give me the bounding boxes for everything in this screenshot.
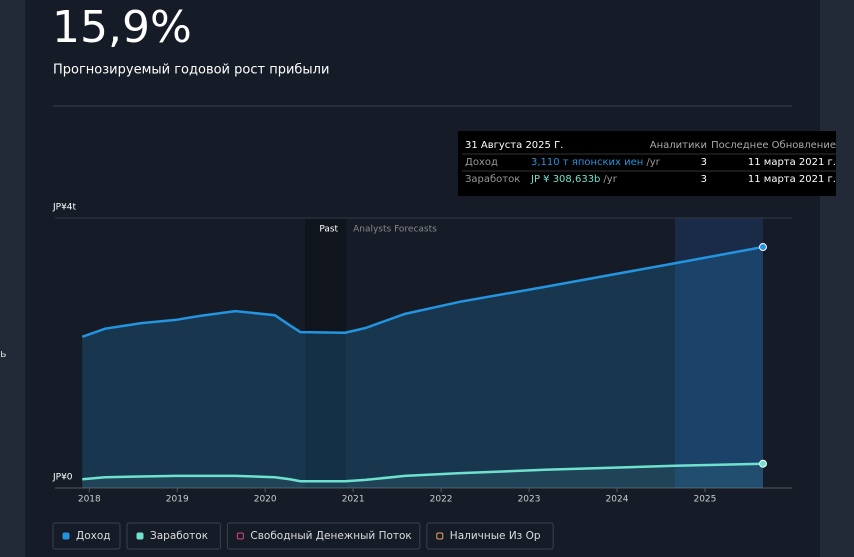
- legend-swatch[interactable]: [436, 532, 444, 540]
- legend-swatch[interactable]: [236, 532, 244, 540]
- tooltip-updated: 11 марта 2021 г.: [748, 174, 836, 185]
- past-label: Past: [319, 225, 338, 235]
- x-tick-label: 2020: [254, 495, 277, 505]
- tooltip-unit: /yr: [603, 174, 617, 185]
- tooltip-name: Доход: [465, 157, 498, 168]
- legend-swatch[interactable]: [136, 532, 144, 540]
- x-tick-label: 2022: [430, 495, 453, 505]
- left-strip: [0, 0, 25, 557]
- tooltip-value-text: 3,110 т японских иен: [531, 157, 643, 168]
- forecast-label: Analysts Forecasts: [353, 225, 437, 235]
- headline-value: 15,9%: [52, 2, 192, 53]
- right-strip: [820, 0, 854, 557]
- x-tick-label: 2024: [606, 495, 629, 505]
- legend-label[interactable]: Заработок: [150, 530, 208, 542]
- subtitle: Прогнозируемый годовой рост прибыли: [53, 63, 329, 78]
- legend-label[interactable]: Наличные Из Ор: [450, 530, 541, 542]
- legend-button[interactable]: [126, 522, 221, 550]
- y-tick-label: JP¥0: [52, 473, 73, 483]
- legend-label[interactable]: Свободный Денежный Поток: [250, 530, 411, 542]
- legend-item[interactable]: Наличные Из Ор: [426, 522, 554, 550]
- x-tick-label: 2021: [342, 495, 365, 505]
- tooltip-col: Последнее Обновление: [711, 140, 836, 151]
- plot: Past Analysts Forecasts JP¥0 JP¥4t 2018 2019 2…: [52, 203, 792, 505]
- tooltip-value-text: JP ¥ 308,633b: [530, 174, 600, 185]
- side-text: ь: [0, 347, 6, 360]
- tooltip-analysts: 3: [701, 174, 707, 185]
- forecast-highlight: [674, 218, 763, 488]
- tooltip: 31 Августа 2025 Г. Аналитики Последнее О…: [458, 131, 836, 196]
- end-dot: [758, 459, 767, 468]
- past-shade: [305, 218, 347, 488]
- tooltip-name: Заработок: [465, 174, 520, 185]
- line: [82, 462, 764, 483]
- x-tick-label: 2025: [693, 495, 716, 505]
- legend-swatch[interactable]: [62, 532, 70, 540]
- tooltip-analysts: 3: [701, 157, 707, 168]
- line: [81, 245, 764, 338]
- tooltip-unit: /yr: [646, 157, 660, 168]
- tooltip-updated: 11 марта 2021 г.: [748, 157, 836, 168]
- legend-label[interactable]: Доход: [76, 530, 111, 542]
- x-tick-label: 2019: [166, 495, 189, 505]
- legend-button[interactable]: [226, 522, 421, 550]
- tooltip-box: [458, 131, 836, 196]
- legend: Доход Заработок Свободный Денежный Поток На…: [52, 522, 554, 550]
- tooltip-col: Аналитики: [650, 140, 707, 151]
- legend-item[interactable]: Заработок: [126, 522, 221, 550]
- tooltip-date: 31 Августа 2025 Г.: [465, 140, 563, 151]
- tooltip-value: 3,110 т японских иен/yr: [531, 157, 661, 168]
- x-tick-label: 2018: [78, 495, 101, 505]
- x-tick-label: 2023: [518, 495, 541, 505]
- legend-button[interactable]: [426, 522, 554, 550]
- area: [82, 247, 763, 488]
- legend-item[interactable]: Доход: [52, 522, 121, 550]
- legend-button[interactable]: [52, 522, 121, 550]
- end-dot: [758, 243, 767, 252]
- tooltip-value: JP ¥ 308,633b/yr: [530, 174, 618, 185]
- legend-item[interactable]: Свободный Денежный Поток: [226, 522, 421, 550]
- y-tick-label: JP¥4t: [52, 203, 77, 213]
